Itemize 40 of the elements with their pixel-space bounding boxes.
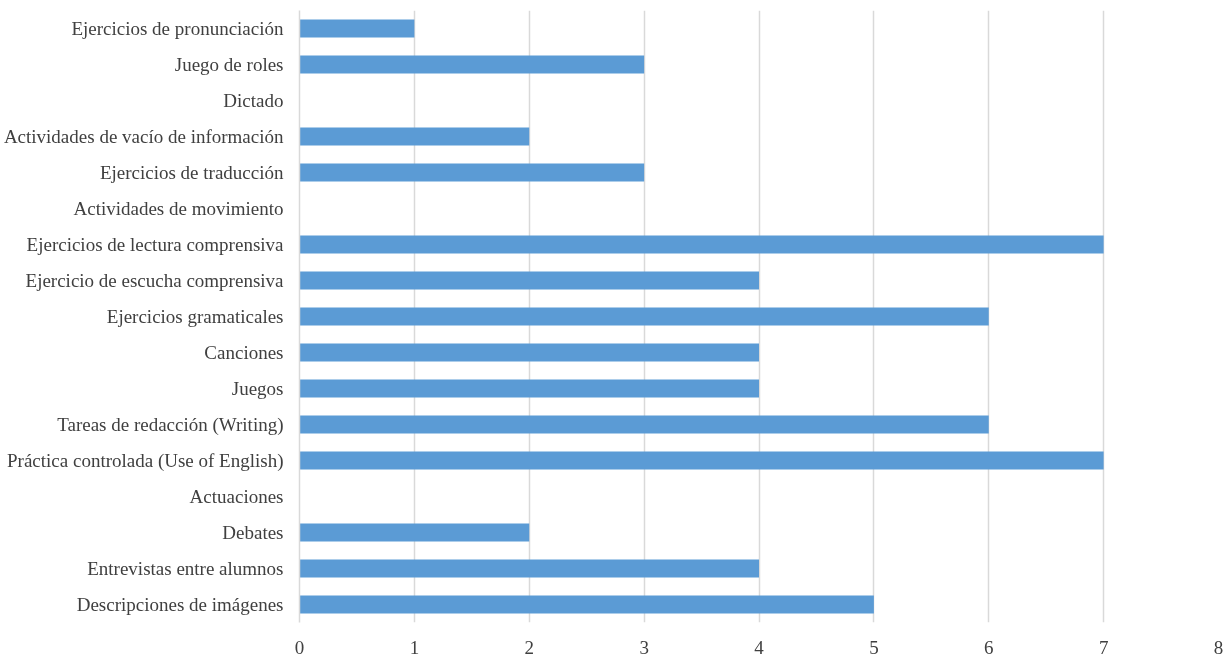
bar [299,307,989,326]
bar [299,19,415,38]
bar [299,451,1104,470]
y-tick-label: Ejercicios gramaticales [106,306,284,327]
x-tick-label: 4 [754,636,765,658]
y-tick-label: Juegos [231,378,284,399]
x-tick-label: 2 [524,636,534,658]
y-tick-label: Debates [222,522,284,543]
y-tick-label: Canciones [204,342,284,363]
x-tick-label: 7 [1098,636,1109,658]
y-tick-label: Dictado [223,90,284,111]
y-tick-label: Entrevistas entre alumnos [87,558,284,579]
bar [299,559,759,578]
bar [299,55,645,74]
bar [299,235,1104,254]
y-tick-label: Ejercicios de pronunciación [71,18,284,39]
x-tick-label: 8 [1213,636,1224,658]
bar [299,523,530,542]
x-tick-label: 0 [294,636,305,658]
bar [299,379,759,398]
bar [299,343,759,362]
x-tick-label: 5 [869,636,879,658]
y-tick-label: Ejercicios de lectura comprensiva [26,234,285,255]
bar [299,595,874,614]
bar [299,163,645,182]
y-tick-label: Descripciones de imágenes [76,594,284,615]
y-tick-label: Actividades de vacío de información [3,126,284,147]
x-tick-label: 1 [409,636,420,658]
bar [299,415,989,434]
bar [299,127,530,146]
y-tick-label: Juego de roles [174,54,284,75]
bar [299,271,759,290]
y-tick-label: Tareas de redacción (Writing) [57,414,284,436]
x-tick-label: 3 [639,636,649,658]
y-tick-label: Práctica controlada (Use of English) [7,450,284,472]
y-tick-label: Actividades de movimiento [73,198,284,219]
y-tick-label: Ejercicios de traducción [99,162,284,183]
x-tick-label: 6 [984,636,994,658]
y-tick-label: Actuaciones [189,486,284,507]
y-tick-label: Ejercicio de escucha comprensiva [25,270,285,291]
